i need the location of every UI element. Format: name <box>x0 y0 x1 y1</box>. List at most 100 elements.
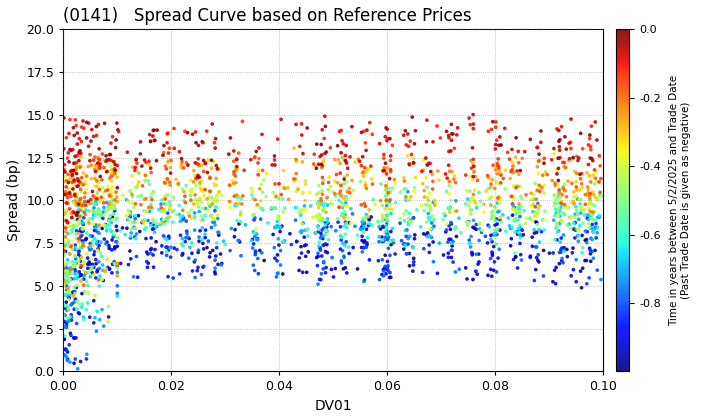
Point <box>71 152 83 159</box>
Point <box>61 286 73 293</box>
Point <box>162 176 174 183</box>
Point <box>85 197 96 204</box>
Point <box>63 295 75 302</box>
Point <box>80 207 91 213</box>
Point <box>256 249 268 256</box>
Point <box>156 205 167 211</box>
Point <box>58 278 70 284</box>
Point <box>63 239 74 246</box>
Point <box>91 161 102 168</box>
Point <box>73 249 84 256</box>
Point <box>277 270 289 277</box>
Point <box>321 223 333 230</box>
Point <box>112 261 123 268</box>
Point <box>322 215 333 222</box>
Point <box>382 264 393 270</box>
Point <box>61 307 73 313</box>
Point <box>70 255 81 262</box>
Point <box>446 137 457 144</box>
Point <box>316 188 328 194</box>
Point <box>499 125 510 132</box>
Point <box>73 197 85 203</box>
Point <box>94 156 105 163</box>
Point <box>513 229 524 236</box>
Point <box>404 262 415 269</box>
Point <box>404 233 415 240</box>
Point <box>534 226 545 233</box>
Point <box>428 239 439 245</box>
Point <box>382 191 394 197</box>
Point <box>145 138 156 144</box>
Point <box>107 197 119 204</box>
Point <box>89 154 101 160</box>
Point <box>104 217 115 224</box>
Point <box>92 155 104 161</box>
Point <box>115 260 127 267</box>
Point <box>537 172 549 178</box>
Point <box>246 192 258 198</box>
Point <box>204 173 216 180</box>
Point <box>140 195 152 202</box>
Point <box>341 160 352 166</box>
Point <box>92 229 104 236</box>
Point <box>492 163 504 170</box>
Point <box>76 232 88 239</box>
Point <box>92 166 104 173</box>
Point <box>74 262 86 268</box>
Point <box>420 155 431 161</box>
Point <box>580 237 591 244</box>
Point <box>107 213 118 220</box>
Point <box>100 187 112 194</box>
Point <box>181 218 192 224</box>
Point <box>104 175 116 181</box>
Point <box>315 230 327 237</box>
Point <box>257 205 269 212</box>
Point <box>443 250 454 257</box>
Point <box>571 153 582 160</box>
Point <box>135 201 147 208</box>
Point <box>320 222 331 228</box>
Point <box>269 181 281 187</box>
Point <box>271 223 283 229</box>
Point <box>408 155 419 162</box>
Point <box>428 258 439 265</box>
Point <box>89 194 101 201</box>
Point <box>317 216 328 223</box>
Point <box>570 211 581 218</box>
Point <box>197 205 209 212</box>
Point <box>63 190 74 197</box>
Point <box>521 192 532 198</box>
Point <box>233 194 245 200</box>
Point <box>300 197 311 204</box>
Point <box>73 158 85 164</box>
Point <box>531 254 542 261</box>
Point <box>123 215 135 222</box>
Point <box>179 238 191 245</box>
Point <box>588 228 600 235</box>
Point <box>416 202 428 208</box>
Point <box>64 205 76 212</box>
Point <box>525 253 536 260</box>
Point <box>60 324 72 331</box>
Point <box>102 183 114 190</box>
Point <box>513 204 524 210</box>
Point <box>201 244 212 251</box>
Point <box>415 223 426 230</box>
Point <box>231 192 243 199</box>
Point <box>69 160 81 167</box>
Point <box>301 226 312 233</box>
Point <box>150 220 162 227</box>
Point <box>493 246 505 252</box>
Point <box>485 266 497 273</box>
Point <box>140 172 151 179</box>
Point <box>58 178 70 185</box>
Point <box>210 197 221 203</box>
Point <box>571 187 582 194</box>
Point <box>69 261 81 268</box>
Point <box>315 214 326 221</box>
Point <box>156 208 167 215</box>
Point <box>213 229 225 236</box>
Point <box>181 182 192 189</box>
Point <box>108 197 120 204</box>
Point <box>380 182 392 189</box>
